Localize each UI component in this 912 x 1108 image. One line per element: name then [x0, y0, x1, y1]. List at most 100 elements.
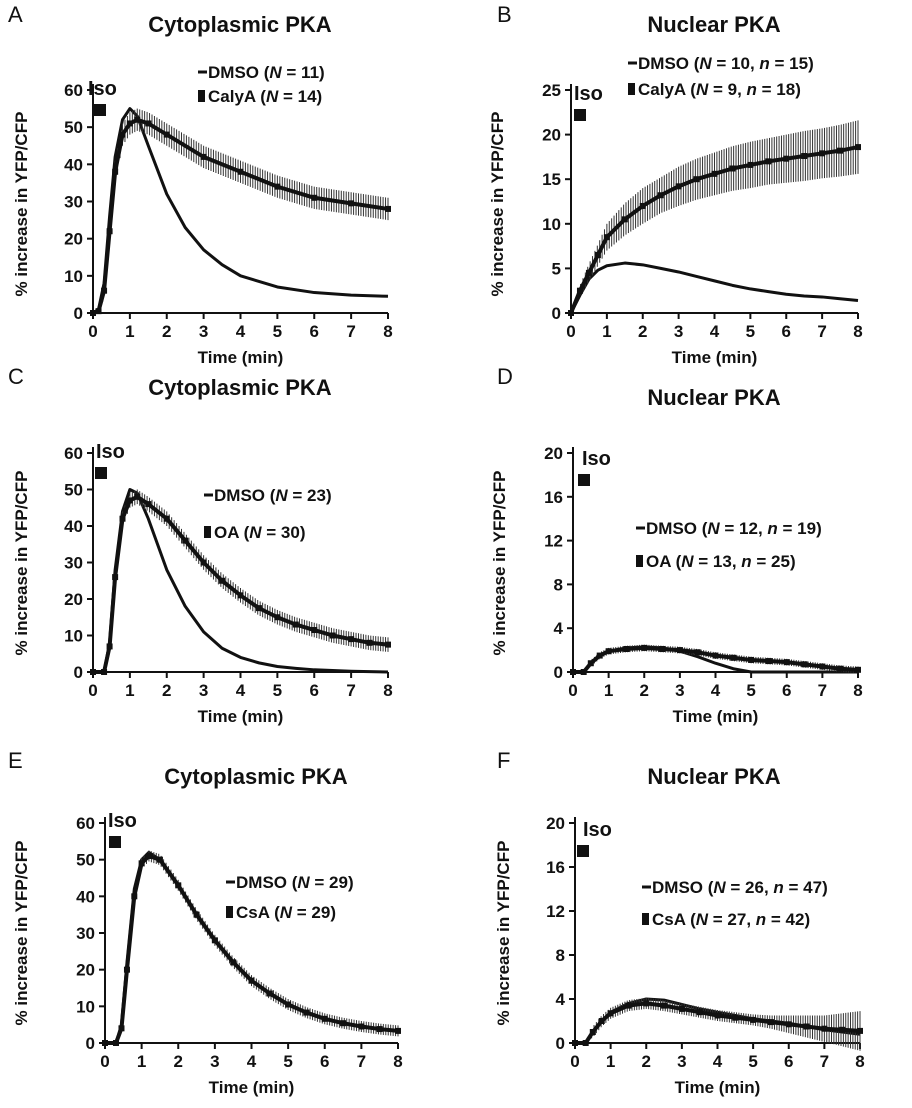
y-tick-label: 50	[64, 118, 83, 137]
data-point	[112, 574, 119, 581]
x-tick-label: 4	[711, 681, 721, 700]
data-point	[693, 176, 700, 183]
data-point	[311, 194, 318, 201]
data-point	[230, 959, 237, 966]
x-tick-label: 6	[782, 681, 791, 700]
data-point	[694, 649, 701, 656]
legend-symbol	[636, 555, 643, 567]
data-point	[366, 639, 373, 646]
x-tick-label: 8	[383, 322, 392, 341]
y-tick-label: 0	[74, 663, 83, 682]
legend-part: DMSO (	[214, 486, 276, 505]
data-point	[732, 1014, 739, 1021]
data-point	[101, 287, 108, 294]
y-tick-label: 0	[552, 304, 561, 323]
iso-marker	[578, 474, 590, 486]
iso-marker	[109, 836, 121, 848]
data-point	[118, 1025, 125, 1032]
data-point	[126, 497, 133, 504]
legend-part: N	[707, 519, 720, 538]
y-tick-label: 10	[76, 997, 95, 1016]
y-tick-label: 0	[74, 304, 83, 323]
panel-title: Nuclear PKA	[647, 12, 780, 37]
y-tick-label: 40	[76, 887, 95, 906]
data-point	[585, 269, 592, 276]
x-tick-label: 6	[310, 681, 319, 700]
x-tick-label: 6	[784, 1052, 793, 1071]
legend-part: N	[696, 910, 709, 929]
y-tick-label: 4	[554, 619, 564, 638]
data-point	[855, 666, 861, 673]
x-tick-label: 3	[199, 681, 208, 700]
y-tick-label: 30	[64, 193, 83, 212]
x-tick-label: 5	[746, 322, 755, 341]
x-tick-label: 8	[393, 1052, 402, 1071]
data-point	[747, 161, 754, 168]
y-tick-label: 60	[76, 814, 95, 833]
x-tick-label: 8	[855, 1052, 864, 1071]
iso-label: Iso	[96, 441, 125, 463]
x-tick-label: 3	[674, 322, 683, 341]
data-point	[580, 669, 587, 675]
legend-label: DMSO (N = 29)	[236, 873, 354, 892]
legend-part: OA (	[646, 552, 682, 571]
legend-part: = 29)	[292, 903, 336, 922]
legend-part: CalyA (	[208, 87, 266, 106]
x-tick-label: 4	[247, 1052, 257, 1071]
legend-label: OA (N = 30)	[214, 523, 306, 542]
panel-letter: B	[497, 2, 512, 27]
x-axis-label: Time (min)	[675, 1078, 761, 1097]
y-tick-label: 4	[556, 990, 566, 1009]
data-point	[748, 656, 755, 663]
series-dmso	[569, 261, 859, 314]
data-point	[568, 310, 574, 316]
x-tick-label: 2	[174, 1052, 183, 1071]
iso-marker	[574, 109, 586, 121]
data-point	[311, 627, 318, 634]
data-point	[607, 1010, 614, 1017]
legend-part: = 30)	[262, 523, 306, 542]
data-point	[274, 183, 281, 190]
legend-part: = 47)	[784, 878, 828, 897]
x-tick-label: 0	[568, 681, 577, 700]
iso-label: Iso	[582, 448, 611, 470]
legend-part: = 15)	[770, 54, 814, 73]
y-tick-label: 40	[64, 517, 83, 536]
x-tick-label: 4	[710, 322, 720, 341]
data-point	[623, 646, 630, 653]
x-tick-label: 2	[162, 322, 171, 341]
x-tick-label: 3	[677, 1052, 686, 1071]
legend-part: n	[741, 552, 751, 571]
data-point	[819, 663, 826, 670]
y-tick-label: 15	[542, 170, 561, 189]
data-point	[570, 669, 576, 675]
y-axis-label: % increase in YFP/CFP	[12, 471, 31, 656]
data-point	[211, 937, 218, 944]
x-tick-label: 6	[310, 322, 319, 341]
panel-letter: E	[8, 748, 23, 773]
data-point	[102, 1040, 108, 1046]
data-point	[729, 165, 736, 172]
x-tick-label: 0	[566, 322, 575, 341]
panel-title: Nuclear PKA	[647, 385, 780, 410]
y-tick-label: 0	[556, 1034, 565, 1053]
y-tick-label: 0	[554, 663, 563, 682]
x-tick-label: 5	[283, 1052, 292, 1071]
data-point	[134, 116, 141, 123]
data-point	[659, 646, 666, 653]
data-point	[106, 643, 113, 650]
y-tick-label: 5	[552, 259, 561, 278]
data-point	[714, 1012, 721, 1019]
iso-marker	[95, 467, 107, 479]
x-tick-label: 7	[346, 322, 355, 341]
data-point	[340, 1020, 347, 1027]
data-point	[783, 155, 790, 162]
data-point	[730, 654, 737, 661]
x-tick-label: 7	[357, 1052, 366, 1071]
legend-part: CalyA (	[638, 80, 696, 99]
legend-part: = 10,	[712, 54, 760, 73]
iso-marker	[577, 845, 589, 857]
data-point	[303, 1009, 310, 1016]
data-point	[639, 202, 646, 209]
data-point	[95, 308, 102, 315]
